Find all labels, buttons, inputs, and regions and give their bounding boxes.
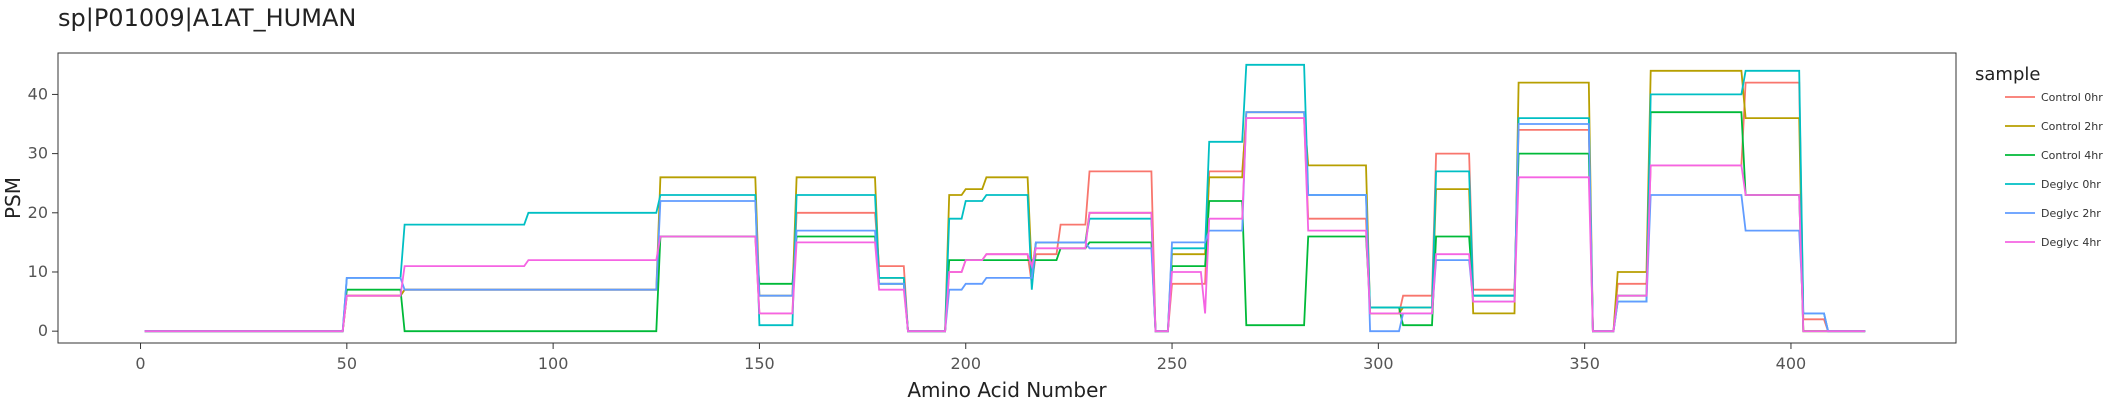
legend-item: Deglyc 0hr (2005, 178, 2101, 191)
y-tick-label: 10 (28, 262, 48, 281)
x-tick-label: 50 (337, 354, 357, 373)
y-tick-label: 30 (28, 144, 48, 163)
x-tick-label: 200 (950, 354, 981, 373)
x-tick-label: 0 (135, 354, 145, 373)
x-axis-title: Amino Acid Number (907, 378, 1107, 400)
legend-item: Control 0hr (2005, 91, 2103, 104)
x-tick-label: 400 (1776, 354, 1807, 373)
chart-title: sp|P01009|A1AT_HUMAN (58, 4, 356, 32)
legend-item: Deglyc 4hr (2005, 236, 2101, 249)
x-tick-label: 350 (1569, 354, 1600, 373)
legend-item: Deglyc 2hr (2005, 207, 2101, 220)
x-tick-label: 300 (1363, 354, 1394, 373)
y-axis-title: PSM (1, 177, 25, 219)
legend-label: Control 2hr (2041, 120, 2103, 133)
legend-item: Control 4hr (2005, 149, 2103, 162)
legend-label: Control 0hr (2041, 91, 2103, 104)
x-tick-label: 100 (538, 354, 569, 373)
x-tick-label: 150 (744, 354, 775, 373)
series-line-deglyc-4hr (144, 117, 1866, 333)
legend-label: Control 4hr (2041, 149, 2103, 162)
legend-item: Control 2hr (2005, 120, 2103, 133)
legend-label: Deglyc 4hr (2041, 236, 2101, 249)
legend-label: Deglyc 0hr (2041, 178, 2101, 191)
plot-panel (57, 52, 1957, 344)
y-tick-label: 20 (28, 203, 48, 222)
series-lines (144, 63, 1866, 333)
legend: sample Control 0hr Control 2hr Control 4hr… (1975, 64, 2103, 249)
y-tick-label: 0 (38, 321, 48, 340)
y-tick-label: 40 (28, 84, 48, 103)
y-axis: 0 10 20 30 40 (28, 84, 58, 340)
legend-label: Deglyc 2hr (2041, 207, 2101, 220)
x-tick-label: 250 (1157, 354, 1188, 373)
legend-title: sample (1975, 64, 2040, 85)
x-axis: 0 50 100 150 200 250 300 350 400 (135, 343, 1806, 373)
